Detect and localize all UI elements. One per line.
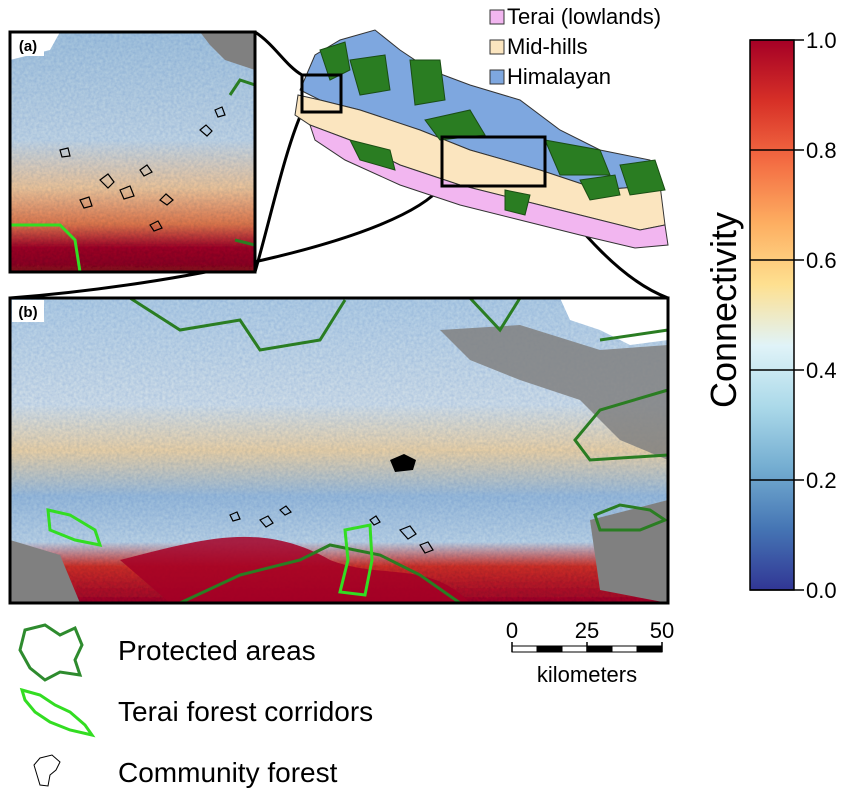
legend-label: Mid-hills (507, 34, 588, 59)
legend-label: Protected areas (118, 635, 316, 666)
scale-segment (587, 646, 612, 652)
legend-swatch (490, 40, 504, 54)
panel-a: (a) (10, 32, 255, 272)
region-legend: Terai (lowlands) Mid-hills Himalayan (490, 4, 661, 89)
legend-label: Community forest (118, 757, 338, 788)
colorbar-tick-label: 0.8 (806, 138, 837, 163)
connector (255, 32, 302, 272)
scale-bar: kilometers 0 25 50 (506, 618, 674, 687)
scale-segment (512, 646, 537, 652)
legend-label: Terai forest corridors (118, 696, 373, 727)
scale-tick-label: 50 (650, 618, 674, 643)
scale-segment (562, 646, 587, 652)
colorbar-tick-label: 1.0 (806, 28, 837, 53)
panel-label: (b) (18, 304, 37, 321)
figure: Terai (lowlands) Mid-hills Himalayan (a) (0, 0, 842, 792)
page: Terai (lowlands) Mid-hills Himalayan (a) (0, 0, 842, 792)
legend-icon (34, 755, 60, 786)
colorbar-tick-label: 0.4 (806, 358, 837, 383)
scale-tick-label: 0 (506, 618, 518, 643)
scale-tick-label: 25 (575, 618, 599, 643)
scale-segment (537, 646, 562, 652)
scale-segment (612, 646, 637, 652)
feature-legend: Protected areas Terai forest corridors Com… (20, 625, 373, 788)
colorbar-ramp (750, 40, 794, 590)
connectivity-raster (10, 32, 255, 272)
scale-segment (637, 646, 662, 652)
legend-swatch (490, 10, 504, 24)
colorbar-tick-label: 0.2 (806, 468, 837, 493)
colorbar-tick-label: 0.0 (806, 578, 837, 603)
overview-map (295, 30, 668, 248)
panel-b: (b) (10, 298, 668, 603)
legend-icon (22, 690, 92, 735)
legend-icon (20, 625, 82, 680)
legend-label: Terai (lowlands) (507, 4, 661, 29)
colorbar: Connectivity 0.0 0.2 0.4 0.6 0.8 1.0 (703, 28, 837, 603)
legend-swatch (490, 70, 504, 84)
scale-unit: kilometers (537, 662, 637, 687)
colorbar-tick-label: 0.6 (806, 248, 837, 273)
panel-label: (a) (19, 38, 37, 55)
legend-label: Himalayan (507, 64, 611, 89)
colorbar-title: Connectivity (703, 212, 744, 408)
